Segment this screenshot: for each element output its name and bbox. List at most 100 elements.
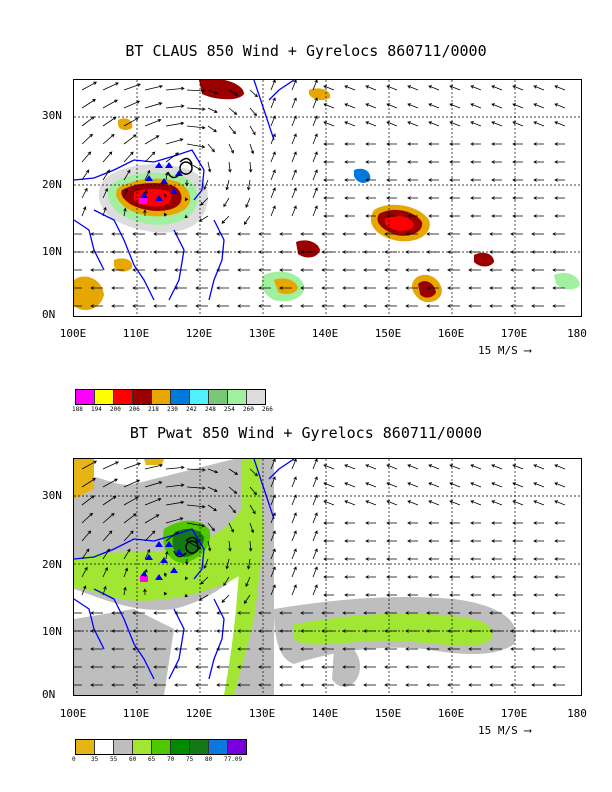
wind-arrow	[279, 232, 292, 236]
wind-arrow	[300, 232, 313, 236]
wind-arrow	[216, 232, 229, 236]
wind-arrow	[132, 286, 145, 290]
wind-arrow	[344, 214, 355, 218]
wind-arrow	[405, 647, 418, 651]
wind-arrow	[323, 103, 335, 109]
panel1-title: BT CLAUS 850 Wind + Gyrelocs 860711/0000	[125, 42, 487, 60]
wind-arrow	[111, 647, 124, 651]
wind-arrow	[123, 169, 131, 181]
wind-arrow	[470, 214, 481, 218]
wind-arrow	[144, 530, 156, 542]
wind-arrow	[489, 665, 502, 669]
wind-arrow	[228, 125, 236, 135]
wind-arrow	[90, 629, 103, 633]
wind-arrow	[300, 304, 313, 308]
wind-arrow	[270, 566, 276, 578]
wind-arrow	[270, 584, 276, 596]
wind-arrow	[90, 611, 103, 615]
wind-arrow	[81, 460, 97, 470]
colorbar-label: 60	[129, 756, 137, 763]
wind-arrow	[291, 169, 297, 181]
colorbar-label: 0	[72, 756, 76, 763]
coastline	[74, 80, 295, 301]
wind-arrow	[132, 232, 145, 236]
wind-arrow	[312, 115, 318, 127]
wind-arrow	[237, 250, 250, 254]
wind-arrow	[258, 647, 271, 651]
wind-arrow	[449, 482, 461, 488]
wind-arrow	[384, 611, 397, 615]
wind-arrow	[186, 125, 206, 130]
wind-arrow	[533, 482, 545, 488]
wind-arrow	[344, 539, 355, 543]
wind-arrow	[165, 517, 184, 524]
wind-arrow	[228, 540, 232, 552]
wind-arrow	[426, 647, 439, 651]
wind-arrow	[258, 629, 271, 633]
wind-arrow	[81, 585, 87, 596]
wind-arrow	[449, 121, 461, 127]
wind-arrow	[111, 683, 124, 687]
wind-arrow	[228, 522, 234, 533]
wind-arrow	[323, 85, 335, 91]
wind-arrow	[123, 586, 127, 596]
gyrelocs	[140, 162, 183, 201]
typhoon-symbol	[167, 157, 193, 179]
wind-arrow	[342, 611, 355, 615]
wind-arrow	[184, 576, 189, 581]
wind-arrow	[405, 683, 418, 687]
wind-arrow	[144, 189, 148, 199]
wind-arrow	[449, 593, 460, 597]
wind-arrow	[123, 134, 137, 145]
wind-arrow	[512, 464, 524, 470]
wind-arrow	[312, 80, 318, 91]
colorbar-label: 55	[110, 756, 118, 763]
wind-arrow	[144, 169, 151, 181]
wind-arrow	[163, 212, 168, 217]
wind-arrow	[90, 304, 103, 308]
wind-arrow	[102, 566, 108, 578]
wind-arrow	[365, 575, 376, 579]
wind-arrow	[426, 683, 439, 687]
wind-arrow	[428, 121, 440, 127]
wind-arrow	[323, 557, 334, 561]
wind-arrow	[531, 268, 544, 272]
wind-arrow	[102, 512, 115, 524]
wind-arrow	[249, 468, 259, 477]
wind-arrow	[533, 593, 544, 597]
wind-arrow	[216, 304, 229, 308]
wind-arrow	[228, 504, 236, 514]
wind-arrow	[153, 250, 166, 254]
lon-label-160e: 160E	[437, 707, 465, 720]
wind-arrow	[228, 107, 238, 115]
wind-arrow	[90, 647, 103, 651]
wind-arrow	[386, 464, 398, 470]
wind-arrow	[258, 268, 271, 272]
cloud-field	[74, 80, 580, 311]
wind-arrow	[470, 539, 481, 543]
wind-arrow	[132, 629, 145, 633]
wind-arrow	[111, 250, 124, 254]
wind-arrow	[111, 304, 124, 308]
wind-arrow	[312, 151, 318, 163]
wind-arrow	[386, 557, 397, 561]
wind-arrow	[386, 142, 397, 146]
wind-arrow	[195, 304, 208, 308]
wind-arrow	[533, 575, 544, 579]
wind-arrow	[491, 557, 502, 561]
wind-arrow	[312, 205, 318, 217]
wind-arrow	[144, 514, 160, 524]
wind-arrow	[510, 304, 523, 308]
wind-arrow	[249, 89, 259, 98]
wind-arrow	[531, 250, 544, 254]
lon-label-130e: 130E	[248, 327, 276, 340]
wind-arrow	[533, 160, 544, 164]
wind-arrow	[344, 103, 356, 109]
wind-arrow	[428, 482, 440, 488]
wind-arrow	[153, 611, 166, 615]
lon-label-150e: 150E	[374, 327, 402, 340]
wind-arrow	[223, 197, 230, 208]
wind-arrow	[258, 232, 271, 236]
wind-arrow	[323, 142, 334, 146]
wind-arrow	[342, 286, 355, 290]
